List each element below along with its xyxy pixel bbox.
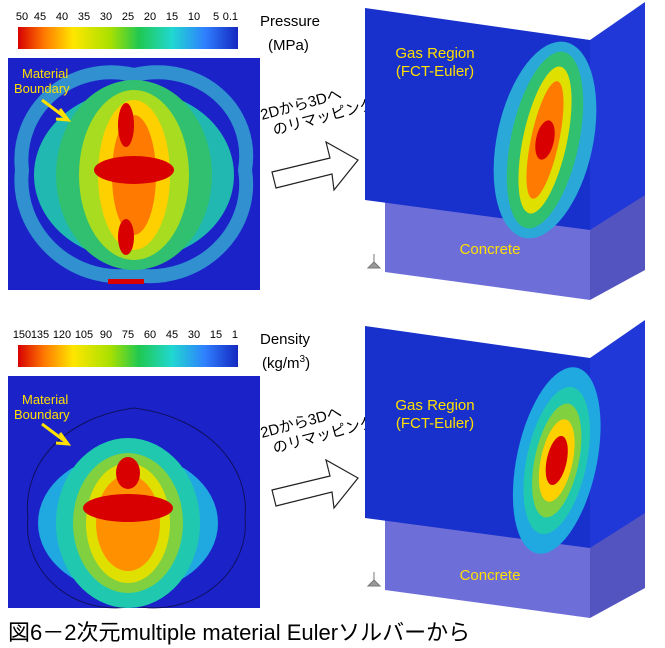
contour	[116, 457, 140, 489]
remap-arrow	[272, 460, 358, 508]
colorbar-label: 15	[210, 329, 222, 341]
colorbar-label: 105	[75, 329, 93, 341]
colorbar-label: 150	[13, 329, 31, 341]
colorbar	[18, 27, 238, 49]
boundary-label: Material	[22, 392, 68, 407]
unit-part: (kg/m	[262, 355, 300, 372]
colorbar-label: 30	[100, 11, 112, 23]
concrete-label: Concrete	[460, 567, 521, 584]
contour	[83, 494, 173, 522]
unit-part: )	[305, 355, 310, 372]
gas-region-label: Gas Region	[395, 397, 474, 414]
unit-label: (MPa)	[268, 37, 309, 54]
caption: 図6－2次元multiple material Eulerソルバーから	[8, 620, 470, 645]
top-panel: 50 45 40 35 30 25 20 15 10 5 0.1 Pressure (MPa) Mater…	[8, 2, 645, 300]
colorbar-label: 10	[188, 11, 200, 23]
concrete-label: Concrete	[460, 241, 521, 258]
contour	[118, 219, 134, 255]
boundary-label: Boundary	[14, 81, 70, 96]
colorbar-label: 1	[232, 329, 238, 341]
colorbar-label: 20	[144, 11, 156, 23]
contour	[96, 475, 160, 571]
colorbar-label: 45	[166, 329, 178, 341]
colorbar-label: 60	[144, 329, 156, 341]
figure: 50454035302520151050.1Pressure(MPa)Mater…	[0, 0, 665, 648]
colorbar-label: 0.1	[223, 11, 238, 23]
axis-icon	[368, 254, 380, 268]
colorbar-label: 5	[213, 11, 219, 23]
colorbar	[18, 345, 238, 367]
gas-region-label: Gas Region	[395, 45, 474, 62]
gas-region-label: (FCT-Euler)	[396, 415, 474, 432]
gas-side	[590, 2, 645, 230]
quantity-label: Pressure	[260, 13, 320, 30]
colorbar-label: 90	[100, 329, 112, 341]
colorbar-label: 135	[31, 329, 49, 341]
colorbar-label: 15	[166, 11, 178, 23]
gas-region-label: (FCT-Euler)	[396, 63, 474, 80]
colorbar-label: 30	[188, 329, 200, 341]
quantity-label: Density	[260, 331, 311, 348]
unit-label: (kg/m3)	[262, 354, 310, 372]
colorbar-label: 25	[122, 11, 134, 23]
boundary-label: Boundary	[14, 407, 70, 422]
contour	[118, 103, 134, 147]
colorbar-label: 75	[122, 329, 134, 341]
colorbar-label: 50	[16, 11, 28, 23]
colorbar-label: 120	[53, 329, 71, 341]
contour	[94, 156, 174, 184]
contour	[108, 279, 144, 284]
colorbar-label: 45	[34, 11, 46, 23]
colorbar-label: 40	[56, 11, 68, 23]
axis-icon	[368, 572, 380, 586]
colorbar-label: 35	[78, 11, 90, 23]
remap-arrow	[272, 142, 358, 190]
boundary-label: Material	[22, 66, 68, 81]
